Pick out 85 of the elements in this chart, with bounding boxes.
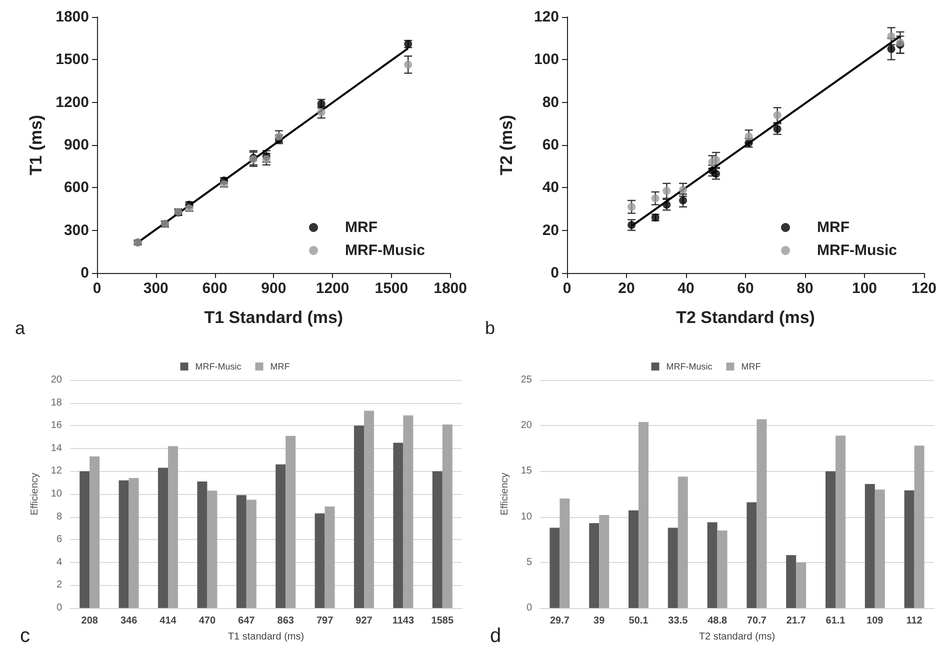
- x-tick-label: 61.1: [826, 616, 846, 626]
- y-tick-label: 25: [520, 374, 532, 386]
- x-tick-label: 21.7: [786, 616, 806, 626]
- text: c: [20, 625, 30, 647]
- y-axis-title: T2 (ms): [497, 114, 516, 176]
- x-tick-label: 346: [120, 616, 138, 626]
- y-tick-label: 300: [64, 222, 89, 239]
- legend-label: MRF-Music: [666, 362, 713, 372]
- text: b: [485, 318, 496, 338]
- y-tick-label: 40: [542, 179, 559, 196]
- y-tick-label: 0: [80, 264, 89, 282]
- text: a: [15, 318, 26, 338]
- y-axis-title: T1 (ms): [26, 114, 46, 176]
- x-tick-label: 29.7: [550, 616, 570, 626]
- x-tick-label: 863: [277, 616, 294, 626]
- y-tick-label: 900: [64, 136, 89, 154]
- x-tick-label: 470: [198, 616, 216, 626]
- x-tick-label: 900: [261, 280, 286, 297]
- x-tick-label: 112: [906, 616, 923, 626]
- y-tick-label: 16: [50, 420, 62, 432]
- x-tick-label: 797: [316, 616, 334, 626]
- x-tick-label: 120: [911, 280, 937, 297]
- y-tick-label: 600: [64, 179, 89, 196]
- y-tick-label: 0: [526, 602, 532, 614]
- y-tick-label: 1800: [56, 8, 89, 26]
- x-tick-label: 1200: [316, 280, 350, 297]
- x-tick-label: 647: [238, 616, 256, 626]
- x-tick-label: 927: [356, 616, 373, 626]
- x-axis-title: T1 Standard (ms): [204, 308, 344, 327]
- legend-label: MRF: [741, 362, 762, 372]
- y-tick-label: 2: [56, 580, 62, 591]
- y-tick-label: 8: [56, 511, 62, 522]
- x-tick-label: 0: [92, 280, 102, 297]
- y-tick-label: 10: [520, 511, 532, 522]
- legend-label: MRF-Music: [817, 242, 898, 259]
- legend-label: MRF: [817, 219, 850, 236]
- x-tick-label: 1500: [374, 280, 408, 297]
- y-tick-label: 20: [542, 222, 559, 239]
- y-tick-label: 0: [56, 602, 62, 614]
- x-tick-label: 0: [562, 280, 572, 297]
- x-tick-label: 1800: [434, 280, 468, 297]
- y-tick-label: 5: [526, 556, 532, 568]
- y-axis-title: Efficiency: [29, 472, 40, 516]
- x-tick-label: 50.1: [628, 616, 649, 626]
- x-tick-label: 100: [852, 280, 878, 297]
- x-tick-label: 208: [81, 616, 98, 626]
- legend-label: MRF-Music: [195, 362, 242, 372]
- x-tick-label: 80: [796, 280, 814, 297]
- y-tick-label: 1200: [56, 94, 89, 111]
- y-tick-label: 6: [56, 534, 62, 546]
- x-tick-label: 1143: [392, 616, 414, 626]
- y-tick-label: 14: [50, 442, 62, 454]
- text: d: [490, 625, 502, 647]
- y-tick-label: 20: [520, 420, 532, 432]
- y-tick-label: 80: [542, 94, 559, 111]
- legend-label: MRF-Music: [345, 242, 426, 259]
- y-tick-label: 120: [534, 8, 559, 26]
- x-tick-label: 70.7: [746, 616, 767, 626]
- x-tick-label: 40: [678, 280, 694, 297]
- x-tick-label: 600: [202, 280, 228, 297]
- x-axis-title: T1 standard (ms): [228, 632, 304, 642]
- x-tick-label: 109: [866, 616, 884, 626]
- x-tick-label: 39: [594, 616, 606, 626]
- y-tick-label: 10: [50, 488, 62, 500]
- x-axis-title: T2 standard (ms): [698, 632, 776, 642]
- y-tick-label: 15: [520, 466, 532, 477]
- x-tick-label: 48.8: [708, 616, 728, 626]
- legend-label: MRF: [345, 219, 378, 236]
- y-axis-title: Efficiency: [499, 472, 510, 516]
- y-tick-label: 100: [534, 51, 559, 68]
- y-tick-label: 20: [50, 374, 62, 386]
- x-tick-label: 300: [143, 280, 168, 297]
- x-tick-label: 33.5: [668, 616, 688, 626]
- y-tick-label: 0: [550, 264, 559, 282]
- x-tick-label: 60: [737, 280, 754, 297]
- legend-label: MRF: [270, 362, 290, 372]
- y-tick-label: 18: [50, 397, 62, 408]
- y-tick-label: 1500: [56, 51, 89, 68]
- y-tick-label: 4: [56, 556, 62, 568]
- y-tick-label: 12: [50, 466, 62, 477]
- x-tick-label: 1585: [431, 616, 454, 626]
- x-axis-title: T2 Standard (ms): [676, 308, 815, 327]
- y-tick-label: 60: [542, 136, 559, 154]
- x-tick-label: 414: [160, 616, 177, 626]
- x-tick-label: 20: [618, 280, 635, 297]
